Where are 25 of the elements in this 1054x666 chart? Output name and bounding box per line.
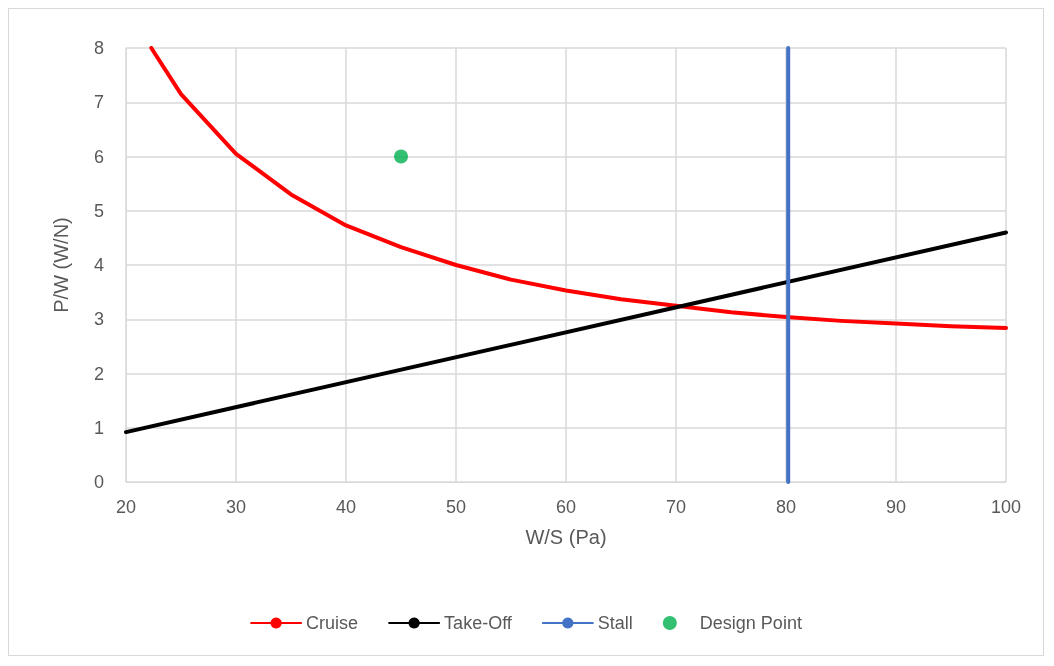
x-tick-label: 70 bbox=[665, 497, 687, 517]
legend-label: Design Point bbox=[699, 613, 802, 633]
y-axis-title: P/W (W/N) bbox=[50, 217, 72, 313]
x-tick-label: 60 bbox=[555, 497, 577, 517]
y-tick-label: 1 bbox=[93, 417, 104, 438]
x-tick-label: 80 bbox=[775, 497, 797, 517]
legend-label: Take-Off bbox=[444, 613, 513, 633]
y-tick-label: 8 bbox=[93, 38, 104, 58]
y-tick-label: 5 bbox=[93, 200, 104, 221]
x-tick-label: 100 bbox=[990, 497, 1022, 517]
y-tick-label: 7 bbox=[93, 92, 104, 113]
x-tick-label: 50 bbox=[445, 497, 467, 517]
y-tick-label: 6 bbox=[93, 146, 104, 167]
y-tick-label: 0 bbox=[93, 472, 104, 492]
y-tick-label: 3 bbox=[93, 309, 104, 330]
y-tick-label: 4 bbox=[93, 255, 104, 275]
legend-label: Cruise bbox=[306, 613, 359, 633]
x-tick-label: 20 bbox=[115, 497, 137, 517]
x-tick-label: 90 bbox=[885, 497, 907, 517]
x-tick-label: 40 bbox=[335, 497, 357, 517]
x-axis-title: W/S (Pa) bbox=[525, 526, 607, 548]
x-tick-label: 30 bbox=[225, 497, 247, 517]
line-series bbox=[149, 46, 1008, 330]
legend-label: Stall bbox=[597, 613, 633, 633]
y-tick-label: 2 bbox=[93, 363, 104, 384]
